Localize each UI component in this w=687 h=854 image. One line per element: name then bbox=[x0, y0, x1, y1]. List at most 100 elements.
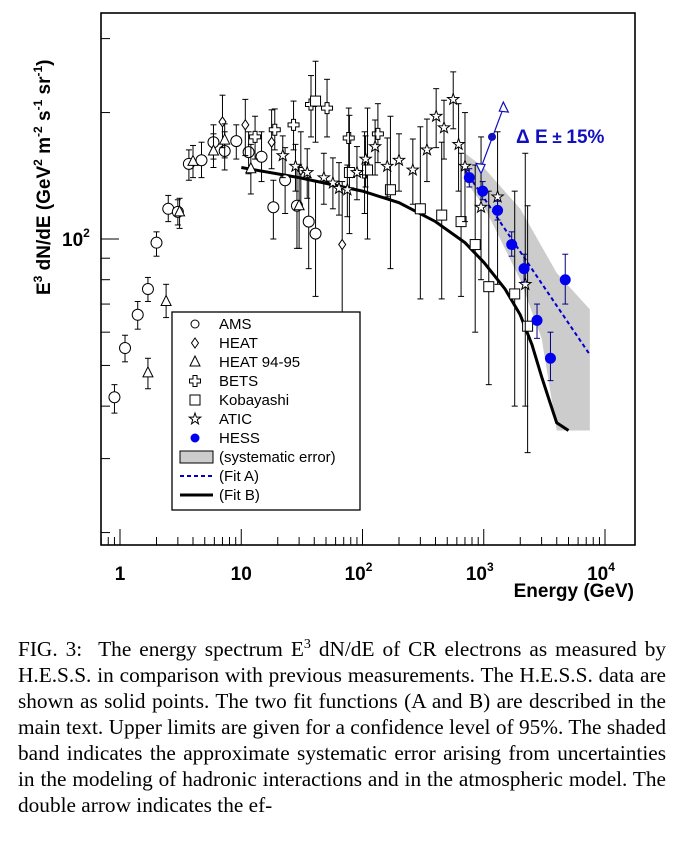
data-point bbox=[309, 227, 322, 240]
y-label-sup-m1b: -1 bbox=[31, 66, 45, 77]
fit-b-line bbox=[241, 166, 570, 432]
caption-sup: 3 bbox=[303, 637, 311, 652]
data-point bbox=[279, 174, 292, 187]
legend-entry: HEAT bbox=[190, 335, 258, 352]
data-point bbox=[293, 198, 305, 211]
data-point bbox=[457, 158, 473, 173]
data-point bbox=[490, 189, 505, 203]
y-label-sr: sr bbox=[34, 76, 55, 100]
data-point bbox=[384, 184, 396, 196]
legend-label: HESS bbox=[219, 430, 260, 447]
legend-marker-diamond bbox=[190, 337, 200, 349]
data-point bbox=[310, 95, 322, 107]
arrow-down-head bbox=[475, 162, 486, 175]
data-point bbox=[255, 150, 268, 163]
data-point bbox=[451, 136, 466, 151]
data-point bbox=[506, 239, 518, 251]
data-point bbox=[195, 154, 208, 167]
caption-text-2: dN/dE of CR electrons as measured by H.E… bbox=[18, 637, 667, 817]
y-label-close: ) bbox=[34, 60, 55, 66]
series-hess bbox=[463, 168, 571, 382]
data-point bbox=[342, 131, 355, 144]
data-point bbox=[325, 175, 341, 190]
data-point bbox=[362, 164, 374, 176]
data-point bbox=[338, 238, 347, 251]
legend-entry: (Fit A) bbox=[180, 468, 259, 485]
y-label-m: m bbox=[34, 137, 55, 159]
x-tick-label: 102 bbox=[345, 560, 373, 585]
legend-label: BETS bbox=[219, 373, 258, 390]
data-point bbox=[300, 164, 315, 179]
series-heat-94-95 bbox=[142, 123, 305, 390]
plot-frame bbox=[100, 12, 636, 546]
data-point bbox=[446, 91, 461, 106]
legend: AMS HEAT HEAT 94-95 BETS Kobayashi ATIC HESS (s… bbox=[171, 311, 361, 511]
x-tick-label: 10 bbox=[231, 564, 252, 585]
data-point bbox=[288, 158, 303, 173]
y-tick-label: 102 bbox=[62, 226, 90, 251]
data-points-layer bbox=[108, 60, 571, 454]
data-point bbox=[469, 239, 481, 251]
data-point bbox=[207, 143, 220, 156]
legend-entry: AMS bbox=[190, 316, 252, 333]
data-point bbox=[331, 180, 347, 195]
data-point bbox=[436, 120, 452, 134]
data-point bbox=[340, 182, 355, 196]
data-point bbox=[436, 209, 448, 221]
data-point bbox=[483, 281, 495, 293]
legend-entry: (Fit B) bbox=[180, 487, 260, 504]
legend-label: (systematic error) bbox=[219, 449, 336, 466]
legend-marker-cross bbox=[189, 375, 201, 387]
x-axis-label: Energy (GeV) bbox=[514, 581, 634, 602]
y-label-mid: dN/dE (GeV bbox=[34, 166, 55, 276]
data-point bbox=[249, 130, 262, 143]
data-point bbox=[267, 201, 280, 214]
caption-text-1: The energy spectrum E bbox=[98, 637, 304, 662]
data-point bbox=[419, 142, 435, 156]
data-point bbox=[463, 172, 475, 184]
data-point bbox=[245, 161, 257, 174]
data-point bbox=[518, 263, 530, 275]
data-point bbox=[428, 108, 444, 123]
data-point bbox=[241, 118, 250, 131]
energy-scale-annotation: Δ E ± 15% bbox=[475, 100, 605, 175]
y-label-sup-m1a: -1 bbox=[31, 99, 45, 110]
legend-marker-square bbox=[189, 394, 201, 406]
data-point bbox=[187, 154, 199, 166]
data-point bbox=[275, 148, 290, 162]
arrow-center-dot bbox=[488, 132, 497, 141]
x-tick-label: 104 bbox=[587, 560, 615, 585]
y-label-sup-2: 2 bbox=[31, 159, 45, 166]
legend-entry: BETS bbox=[189, 373, 258, 390]
data-point bbox=[473, 199, 489, 214]
fit-a-line bbox=[464, 169, 591, 356]
x-tick-label: 103 bbox=[466, 560, 494, 585]
data-point bbox=[160, 294, 172, 306]
axis-ticks: 1 10 102 103 104 102 bbox=[62, 38, 615, 585]
caption-label: FIG. 3: bbox=[18, 637, 83, 662]
legend-label: HEAT 94-95 bbox=[219, 354, 300, 371]
fit-lines-layer bbox=[241, 166, 591, 432]
y-label-sup-m2: -2 bbox=[31, 126, 45, 137]
data-point bbox=[518, 276, 533, 291]
data-point bbox=[349, 165, 365, 179]
y-label-e: E bbox=[34, 282, 55, 295]
data-point bbox=[316, 170, 332, 184]
y-label-s: s bbox=[34, 110, 55, 126]
data-point bbox=[391, 152, 407, 167]
legend-box bbox=[171, 311, 361, 511]
data-point bbox=[321, 102, 334, 115]
data-point bbox=[367, 139, 383, 153]
y-label-sup-3: 3 bbox=[31, 275, 45, 282]
data-point bbox=[141, 283, 154, 296]
legend-marker-triangle bbox=[189, 354, 201, 367]
legend-label: Kobayashi bbox=[219, 392, 289, 409]
legend-entry: HESS bbox=[190, 430, 260, 447]
data-point bbox=[358, 151, 373, 166]
data-point bbox=[544, 352, 556, 364]
data-point bbox=[371, 127, 384, 140]
y-axis-label: E3 dN/dE (GeV2 m-2 s-1 sr-1) bbox=[31, 60, 55, 296]
arrow-up-head bbox=[498, 100, 510, 113]
data-point bbox=[268, 123, 281, 136]
data-point bbox=[150, 236, 163, 249]
